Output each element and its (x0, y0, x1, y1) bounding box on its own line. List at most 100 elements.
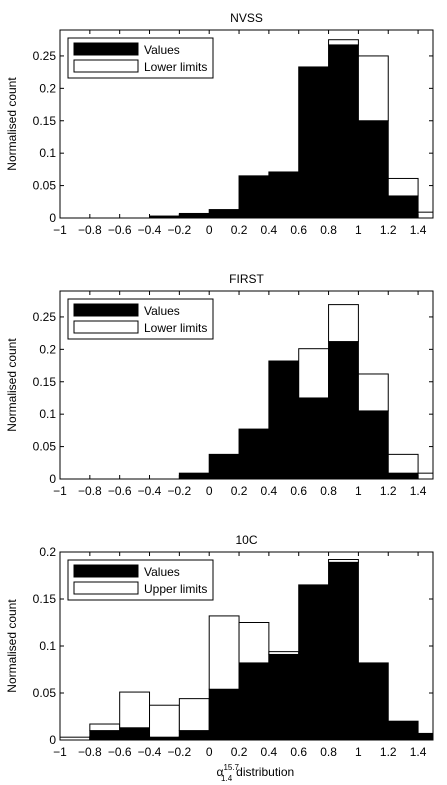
bar-limits (208, 615, 240, 690)
x-tick-label: 0.8 (320, 223, 337, 237)
x-tick-label: −0.2 (168, 484, 192, 498)
x-tick-label: 0.2 (231, 223, 248, 237)
bar-values (208, 209, 240, 218)
y-tick-label: 0.2 (39, 545, 56, 559)
bar-values (238, 175, 270, 218)
bar-limits (298, 348, 330, 399)
legend-swatch (73, 320, 139, 334)
x-tick-label: 1.4 (410, 223, 427, 237)
x-axis-label-superscript: 15.7 (223, 763, 239, 772)
bar-values (328, 44, 359, 218)
bar-limits (178, 698, 210, 732)
x-tick-label: 0.4 (261, 223, 278, 237)
x-tick-label: 1 (355, 745, 362, 759)
bar-values (178, 472, 210, 479)
y-tick-label: 0.2 (39, 342, 56, 356)
chart-title: FIRST (229, 272, 264, 286)
x-tick-label: −0.2 (168, 745, 192, 759)
bar-values (328, 561, 359, 740)
bar-values (238, 428, 270, 479)
x-axis-label-subscript: 1.4 (221, 774, 233, 783)
x-tick-label: −1 (53, 745, 67, 759)
legend-swatch (73, 581, 139, 595)
bar-limits (357, 373, 389, 412)
x-axis-label-suffix: distribution (236, 765, 294, 779)
axes-box (59, 290, 434, 480)
x-tick-label: 0 (206, 484, 213, 498)
x-tick-label: 1 (355, 223, 362, 237)
legend: Values Lower limits (67, 298, 214, 340)
bar-limits (119, 691, 151, 729)
bar-values (208, 688, 240, 740)
x-tick-label: −1 (53, 223, 67, 237)
bar-values (268, 171, 300, 218)
bar-values (89, 730, 121, 740)
bar-limits (357, 55, 389, 122)
bar-limits (328, 39, 359, 46)
x-tick-label: 1.2 (380, 745, 397, 759)
y-tick-label: 0 (49, 211, 56, 225)
y-tick-label: 0.25 (33, 49, 57, 63)
x-tick-label: 0.6 (290, 484, 307, 498)
chart-title: 10C (235, 533, 257, 547)
bar-values (268, 653, 300, 740)
y-axis-label: Normalised count (5, 77, 19, 171)
chart-title: NVSS (230, 11, 263, 25)
bar-values (328, 341, 359, 479)
x-tick-label: −0.6 (108, 223, 132, 237)
legend-label: Values (144, 43, 180, 57)
legend-swatch (73, 564, 139, 578)
bar-limits (89, 723, 121, 732)
bar-values (178, 730, 210, 740)
y-tick-label: 0.05 (33, 686, 57, 700)
bar-limits (328, 559, 359, 563)
bar-values (387, 195, 419, 218)
y-axis-label: Normalised count (5, 599, 19, 693)
y-tick-label: 0.2 (39, 81, 56, 95)
y-tick-label: 0.15 (33, 114, 57, 128)
y-tick-label: 0.05 (33, 440, 57, 454)
x-tick-label: 0.2 (231, 745, 248, 759)
y-tick-label: 0.25 (33, 310, 57, 324)
x-tick-label: −0.2 (168, 223, 192, 237)
bars (60, 559, 433, 740)
x-tick-label: −0.8 (78, 745, 102, 759)
chart-panel-2: FIRST Normalised count −1 −0.8 −0.6 −0.4 −0.2 0… (5, 272, 434, 498)
y-tick-label: 0.15 (33, 592, 57, 606)
x-tick-label: 0 (206, 745, 213, 759)
x-tick-label: −0.6 (108, 484, 132, 498)
x-tick-label: −0.8 (78, 484, 102, 498)
x-tick-label: 1.2 (380, 223, 397, 237)
legend-label: Lower limits (144, 60, 207, 74)
x-tick-label: −1 (53, 484, 67, 498)
y-tick-label: 0.1 (39, 639, 56, 653)
bar-limits (328, 304, 359, 343)
x-tick-label: 1.2 (380, 484, 397, 498)
bar-values (298, 66, 330, 218)
y-axis-label: Normalised count (5, 338, 19, 432)
x-tick-label: 0.4 (261, 484, 278, 498)
bar-values (387, 472, 419, 479)
bar-values (178, 212, 210, 218)
legend-swatch (73, 303, 139, 317)
bar-values (238, 662, 270, 740)
bar-values (357, 410, 389, 479)
y-tick-label: 0.1 (39, 407, 56, 421)
x-tick-label: −0.8 (78, 223, 102, 237)
legend-swatch (73, 59, 139, 73)
x-tick-label: −0.6 (108, 745, 132, 759)
legend-label: Values (144, 565, 180, 579)
bar-values (298, 397, 330, 479)
bar-limits (238, 622, 270, 664)
x-tick-label: 1 (355, 484, 362, 498)
bar-values (298, 584, 330, 740)
legend-label: Upper limits (144, 582, 207, 596)
legend: Values Upper limits (67, 559, 214, 601)
y-tick-label: 0.05 (33, 179, 57, 193)
x-tick-label: 0.4 (261, 745, 278, 759)
legend: Values Lower limits (67, 37, 214, 79)
bars (178, 304, 433, 479)
bar-values (119, 727, 151, 740)
y-tick-label: 0 (49, 472, 56, 486)
